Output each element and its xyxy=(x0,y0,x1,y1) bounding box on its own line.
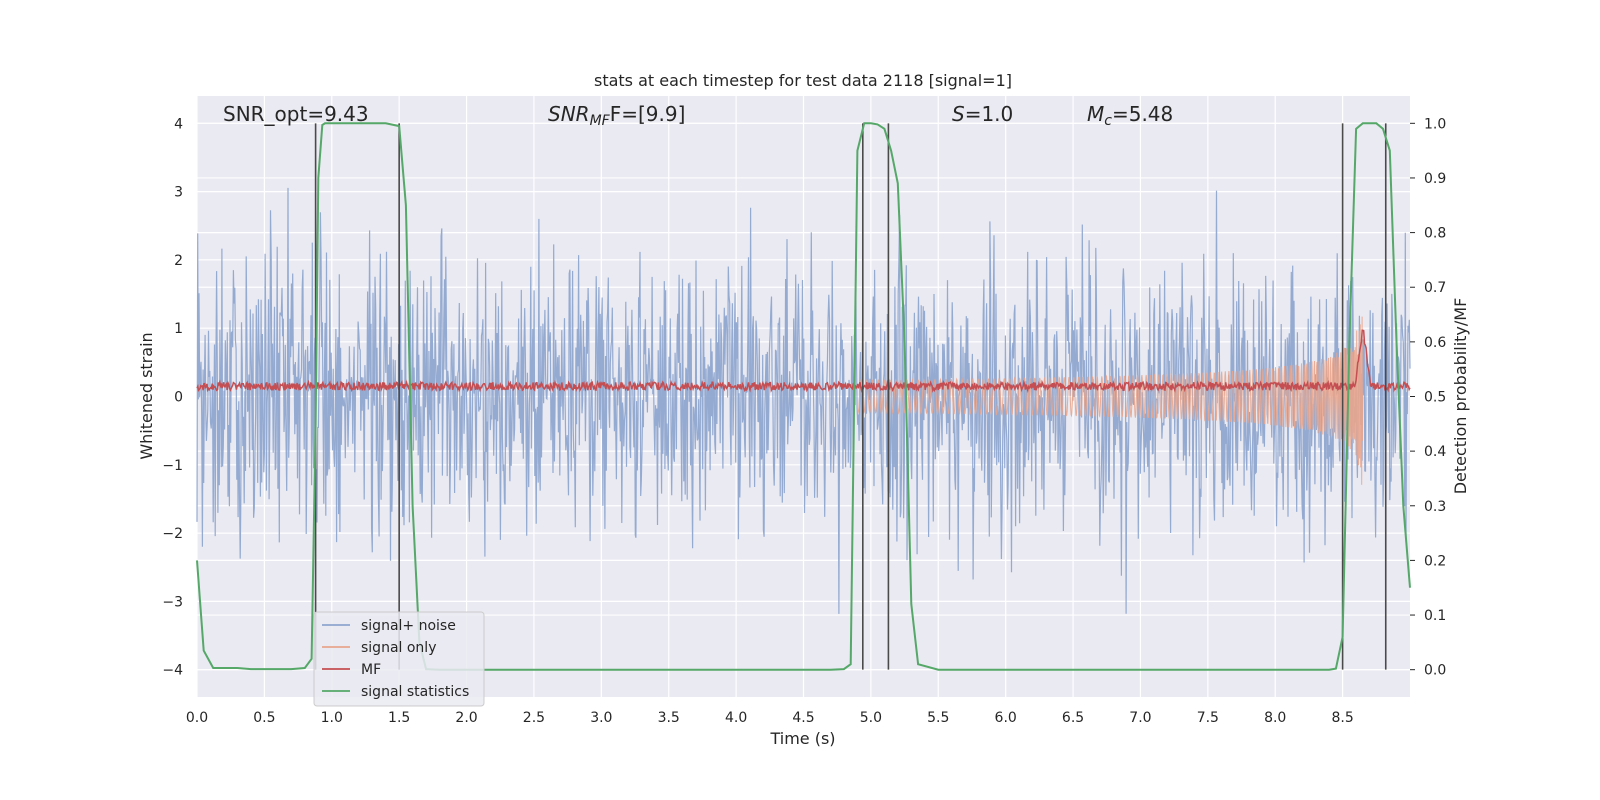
y-right-tick-label-1: 0.1 xyxy=(1424,608,1446,624)
y-right-tick-label-3: 0.3 xyxy=(1424,499,1446,515)
y-tick-label-6: 2 xyxy=(174,253,183,269)
annotation-s: S=1.0 xyxy=(952,102,1013,126)
annotation-snr-opt: SNR_opt=9.43 xyxy=(223,102,369,126)
y-right-tick-label-2: 0.2 xyxy=(1424,553,1446,569)
x-tick-label-6: 3.0 xyxy=(590,710,612,726)
y-tick-label-2: −2 xyxy=(162,526,183,542)
annotation-snr-mf-tail: F=[9.9] xyxy=(610,102,686,126)
x-tick-label-14: 7.0 xyxy=(1129,710,1151,726)
annotation-s-main: S xyxy=(952,102,965,126)
legend-label-mf: MF xyxy=(361,662,381,678)
y-right-tick-label-6: 0.6 xyxy=(1424,335,1446,351)
x-axis-label: Time (s) xyxy=(769,729,835,748)
y-tick-label-8: 4 xyxy=(174,116,183,132)
x-tick-label-12: 6.0 xyxy=(995,710,1017,726)
statistics-line xyxy=(196,122,1411,671)
x-tick-label-17: 8.5 xyxy=(1331,710,1353,726)
y-right-axis-label: Detection probability/MF xyxy=(1451,298,1470,495)
annotation-mc-main: M xyxy=(1087,102,1104,126)
annotation-mc-tail: =5.48 xyxy=(1112,102,1173,126)
legend-label-statistics: signal statistics xyxy=(361,684,469,700)
x-tick-label-10: 5.0 xyxy=(860,710,882,726)
chart-title: stats at each timestep for test data 211… xyxy=(594,71,1012,90)
y-axis-label: Whitened strain xyxy=(137,332,156,459)
legend: signal+ noise signal only MF signal stat… xyxy=(313,611,485,707)
x-tick-label-8: 4.0 xyxy=(725,710,747,726)
x-tick-label-16: 8.0 xyxy=(1264,710,1286,726)
legend-label-signal-only: signal only xyxy=(361,640,436,656)
signal-statistics-series xyxy=(196,122,1411,671)
y-tick-label-4: 0 xyxy=(174,390,183,406)
x-tick-label-0: 0.0 xyxy=(186,710,208,726)
x-tick-label-7: 3.5 xyxy=(658,710,680,726)
annotation-snr-mf: SNRMFF=[9.9] xyxy=(548,102,685,129)
legend-label-noise: signal+ noise xyxy=(361,618,456,634)
x-tick-label-15: 7.5 xyxy=(1197,710,1219,726)
x-tick-label-2: 1.0 xyxy=(321,710,343,726)
y-right-tick-label-8: 0.8 xyxy=(1424,226,1446,242)
y-tick-label-0: −4 xyxy=(162,663,183,679)
x-tick-label-5: 2.5 xyxy=(523,710,545,726)
y-axis-ticks: −4 −3 −2 −1 0 1 2 3 4 xyxy=(162,116,183,678)
y-right-tick-label-10: 1.0 xyxy=(1424,116,1446,132)
y-right-tick-label-4: 0.4 xyxy=(1424,444,1446,460)
y-right-tick-label-0: 0.0 xyxy=(1424,663,1446,679)
y-tick-label-5: 1 xyxy=(174,321,183,337)
annotation-s-tail: =1.0 xyxy=(965,102,1014,126)
x-tick-label-13: 6.5 xyxy=(1062,710,1084,726)
x-tick-label-9: 4.5 xyxy=(792,710,814,726)
y-right-tick-label-7: 0.7 xyxy=(1424,280,1446,296)
x-tick-label-4: 2.0 xyxy=(455,710,477,726)
x-tick-label-3: 1.5 xyxy=(388,710,410,726)
annotation-snr-mf-sub: MF xyxy=(590,113,611,129)
y-right-axis-ticks: 0.0 0.1 0.2 0.3 0.4 0.5 0.6 0.7 0.8 0.9 1.0 xyxy=(1410,116,1446,679)
y-tick-label-3: −1 xyxy=(162,458,183,474)
x-axis-ticks: 0.0 0.5 1.0 1.5 2.0 2.5 3.0 3.5 4.0 4.5 5.0 5.5 6.0 6… xyxy=(186,710,1354,726)
annotation-snr-mf-main: SNR xyxy=(548,102,590,126)
annotation-mc: Mc=5.48 xyxy=(1087,102,1173,129)
legend-box xyxy=(313,611,485,707)
annotation-mc-sub: c xyxy=(1104,113,1112,129)
y-tick-label-7: 3 xyxy=(174,185,183,201)
y-right-tick-label-9: 0.9 xyxy=(1424,171,1446,187)
y-tick-label-1: −3 xyxy=(162,594,183,610)
x-tick-label-1: 0.5 xyxy=(253,710,275,726)
y-right-tick-label-5: 0.5 xyxy=(1424,390,1446,406)
x-tick-label-11: 5.5 xyxy=(927,710,949,726)
